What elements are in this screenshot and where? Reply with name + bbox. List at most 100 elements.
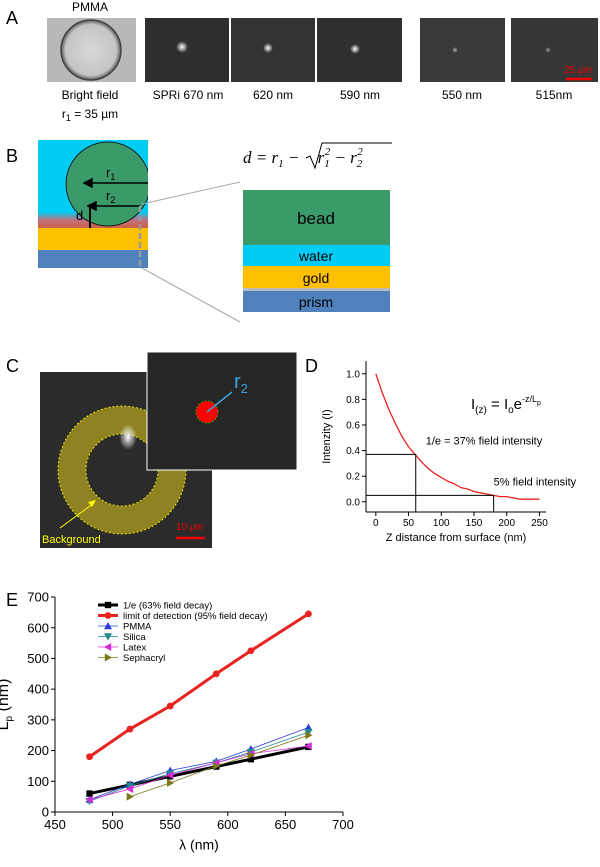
legend-marker (104, 653, 112, 662)
caption: 590 nm (340, 88, 380, 102)
legend-marker (104, 601, 112, 609)
panel-label: D (305, 356, 318, 376)
marker (166, 771, 174, 780)
legend-label: Latex (123, 643, 146, 654)
y-tick-label: 300 (27, 712, 49, 727)
text: -z/L (522, 394, 537, 404)
legend-marker (104, 643, 112, 651)
y-tick-label: 0 (42, 805, 49, 820)
annotation: 1/e = 37% field intensity (426, 435, 543, 447)
panel-label: E (6, 590, 18, 610)
caption: 515nm (536, 88, 573, 102)
text: r (106, 165, 111, 180)
legend-label: 1/e (63% field decay) (123, 601, 212, 612)
arrow-head (88, 500, 96, 507)
legend-marker (104, 633, 112, 641)
text: = 35 µm (71, 107, 118, 121)
label: Background (42, 534, 101, 546)
text: 2 (110, 195, 115, 205)
x-tick-label: 550 (159, 817, 181, 832)
y-tick-label: 0.6 (346, 420, 360, 431)
x-tick-label: 200 (498, 518, 515, 529)
panel-label: C (6, 356, 19, 376)
y-tick-label: 1.0 (346, 369, 360, 380)
text: r (62, 107, 66, 121)
equation: I(z) = Ioe-z/Lp (471, 394, 541, 416)
y-tick-label: 0.2 (346, 472, 360, 483)
marker (126, 725, 134, 733)
legend-label: Sephacryl (123, 653, 165, 664)
text: I (471, 396, 475, 413)
y-tick-label: 700 (27, 590, 49, 605)
y-tick-label: 0.4 (346, 446, 360, 457)
caption: r1 = 35 µm (62, 107, 118, 123)
x-tick-label: 500 (102, 817, 124, 832)
legend-label: limit of detection (95% field decay) (123, 611, 268, 622)
legend-label: Silica (123, 632, 146, 643)
marker (125, 784, 134, 793)
marker (86, 790, 93, 797)
marker (304, 723, 313, 731)
x-axis-label: Z distance from surface (nm) (386, 532, 527, 544)
y-tick-label: 0.8 (346, 395, 360, 406)
marker (126, 792, 134, 801)
text: 1 (110, 172, 115, 182)
pointer (59, 502, 95, 529)
scale-bar: 25 µm (564, 65, 592, 76)
inset (146, 351, 298, 471)
y-tick-label: 600 (27, 620, 49, 635)
layer-label: water (298, 248, 334, 264)
marker (247, 751, 255, 760)
marker (247, 755, 255, 763)
sqrt-sign (305, 142, 392, 170)
layer-label: bead (297, 209, 335, 228)
text: = I (487, 396, 508, 413)
marker (304, 728, 313, 737)
text: (nm) (0, 679, 12, 716)
schematic (38, 140, 148, 268)
x-tick-label: 700 (332, 817, 354, 832)
radius-line (206, 391, 233, 413)
x-tick-label: 450 (44, 817, 66, 832)
text: − r (330, 148, 357, 167)
marker (85, 795, 93, 804)
legend-marker (104, 622, 112, 630)
caption: SPRi 670 nm (153, 88, 224, 102)
bead-image (60, 19, 122, 81)
series-line (89, 745, 309, 796)
charts: 0 50 100 150 200 250 0.0 0.2 0.4 0.6 0.8 1.0 Z dista… (0, 361, 577, 853)
label: r1 (106, 165, 115, 182)
panel-label: B (6, 146, 18, 166)
caption: 550 nm (442, 88, 482, 102)
layer-stack (243, 190, 390, 312)
marker (167, 778, 175, 787)
legend-marker (104, 612, 112, 619)
caption: 620 nm (253, 88, 293, 102)
material: PMMA (72, 0, 108, 14)
text: 2 (241, 381, 248, 396)
text: L (0, 721, 12, 730)
marker (125, 782, 134, 790)
layer-label: prism (299, 294, 333, 310)
text: 2 (357, 146, 363, 158)
x-tick-label: 150 (466, 518, 483, 529)
label: r2 (234, 371, 248, 396)
annotation: 5% field intensity (494, 476, 577, 488)
layer-label: gold (303, 270, 329, 286)
marker (305, 731, 313, 740)
text: 1 (66, 113, 71, 123)
marker (304, 741, 312, 750)
x-axis-label: λ (nm) (179, 837, 219, 853)
series-line (89, 731, 309, 802)
text: 1 (324, 158, 330, 170)
marker (213, 761, 221, 770)
marker (212, 670, 220, 678)
series-line (88, 612, 310, 758)
caption: Bright field (62, 88, 119, 102)
series-line (89, 727, 309, 801)
y-tick-label: 400 (27, 682, 49, 697)
scale-label: 10 µm (176, 522, 204, 533)
zoom-line (141, 181, 241, 205)
legend-label: PMMA (123, 622, 152, 633)
